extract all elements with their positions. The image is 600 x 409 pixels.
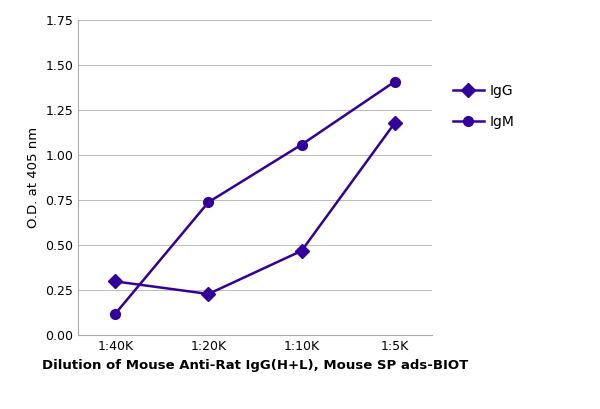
IgG [112, 279, 119, 284]
Line: IgM: IgM [110, 77, 400, 319]
IgG [205, 292, 212, 297]
X-axis label: Dilution of Mouse Anti-Rat IgG(H+L), Mouse SP ads-BIOT: Dilution of Mouse Anti-Rat IgG(H+L), Mou… [42, 359, 468, 372]
IgM [112, 311, 119, 316]
Legend: IgG, IgM: IgG, IgM [453, 84, 514, 129]
IgM [391, 79, 398, 84]
IgM [298, 142, 305, 147]
IgG [298, 248, 305, 253]
Y-axis label: O.D. at 405 nm: O.D. at 405 nm [26, 127, 40, 229]
IgG [391, 121, 398, 126]
IgM [205, 200, 212, 204]
Line: IgG: IgG [110, 118, 400, 299]
